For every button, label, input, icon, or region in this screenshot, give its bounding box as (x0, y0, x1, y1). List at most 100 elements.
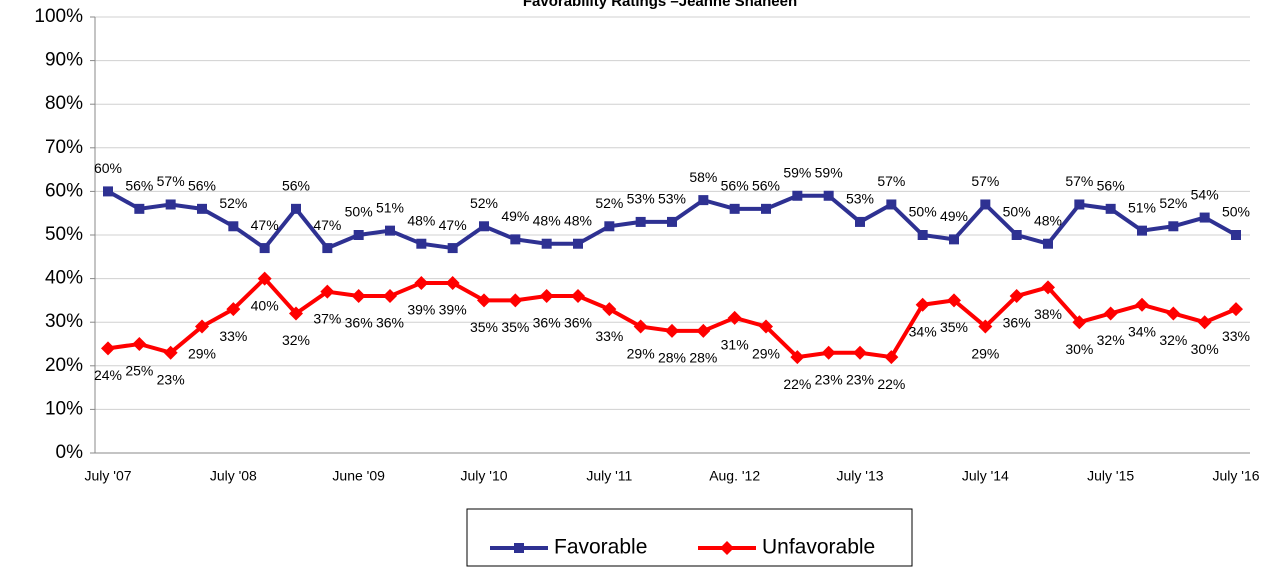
y-tick-label: 10% (45, 398, 83, 419)
data-label: 32% (1097, 332, 1125, 348)
marker (257, 271, 272, 286)
marker (351, 289, 366, 304)
marker (602, 302, 617, 317)
marker (1072, 315, 1087, 330)
data-label: 35% (470, 319, 498, 335)
data-label: 25% (125, 363, 153, 379)
marker (947, 293, 961, 308)
x-tick-label: July '13 (836, 468, 883, 484)
data-label: 22% (783, 376, 811, 392)
data-label: 59% (815, 164, 843, 180)
marker (1074, 199, 1085, 210)
data-label: 33% (595, 328, 623, 344)
marker (1168, 221, 1179, 232)
marker (696, 323, 711, 338)
data-label: 30% (1191, 341, 1219, 357)
x-tick-label: July '15 (1087, 468, 1134, 484)
marker (665, 323, 679, 338)
marker (821, 345, 836, 360)
marker (1103, 306, 1118, 321)
marker (416, 238, 427, 249)
data-label: 33% (1222, 328, 1250, 344)
x-tick-label: July '11 (586, 468, 632, 484)
marker (1011, 230, 1022, 240)
legend: Favorable Unfavorable (466, 508, 913, 567)
data-label: 34% (1128, 323, 1156, 339)
y-tick-label: 40% (45, 268, 83, 289)
legend-label: Unfavorable (762, 536, 875, 559)
y-tick-label: 90% (45, 50, 83, 71)
marker (1105, 203, 1116, 214)
marker (729, 203, 740, 214)
marker (445, 275, 460, 290)
data-label: 51% (376, 199, 404, 215)
marker (539, 289, 554, 304)
y-tick-label: 50% (45, 224, 83, 245)
data-label: 23% (846, 371, 874, 387)
data-label: 31% (721, 337, 749, 353)
marker (353, 230, 364, 240)
data-label: 36% (376, 315, 404, 331)
data-label: 56% (188, 178, 216, 194)
data-label: 53% (846, 191, 874, 207)
marker (790, 350, 805, 365)
data-label: 48% (564, 212, 592, 228)
marker (761, 203, 771, 214)
marker (383, 289, 397, 304)
marker (479, 221, 489, 232)
data-label: 49% (501, 208, 529, 224)
y-tick-label: 70% (45, 137, 83, 158)
marker (949, 234, 959, 245)
marker (289, 306, 303, 321)
x-tick-label: Aug. '12 (709, 468, 760, 484)
data-label: 48% (1034, 212, 1062, 228)
data-label: 29% (971, 345, 999, 361)
marker (635, 216, 646, 227)
marker (759, 319, 773, 334)
data-label: 50% (345, 204, 373, 220)
marker (720, 541, 734, 555)
marker (1166, 306, 1181, 321)
data-label: 57% (971, 173, 999, 189)
marker (320, 284, 335, 299)
data-label: 56% (282, 178, 310, 194)
data-label: 35% (501, 319, 529, 335)
y-tick-label: 60% (45, 180, 83, 201)
marker (228, 221, 239, 232)
data-label: 40% (251, 297, 279, 313)
marker (1043, 238, 1053, 249)
marker (1231, 230, 1241, 240)
marker (134, 203, 145, 214)
data-label: 50% (909, 204, 937, 220)
marker (259, 243, 270, 254)
data-label: 36% (533, 315, 561, 331)
data-label: 58% (689, 169, 717, 185)
marker (1137, 225, 1147, 236)
marker (823, 190, 834, 201)
marker (322, 243, 333, 254)
data-label: 48% (407, 212, 435, 228)
marker (226, 302, 241, 317)
data-label: 50% (1222, 204, 1250, 220)
data-label: 29% (627, 345, 655, 361)
marker (510, 234, 521, 245)
data-label: 56% (752, 178, 780, 194)
marker (886, 199, 897, 210)
data-label: 29% (752, 345, 780, 361)
data-label: 24% (94, 367, 122, 383)
data-label: 33% (219, 328, 247, 344)
marker (508, 293, 523, 308)
y-tick-label: 100% (34, 6, 83, 27)
data-label: 39% (439, 302, 467, 318)
data-label: 32% (282, 332, 310, 348)
marker (541, 238, 552, 249)
marker (978, 319, 993, 334)
x-tick-label: July '07 (84, 468, 131, 484)
data-label: 56% (125, 178, 153, 194)
legend-label: Favorable (554, 536, 647, 559)
marker (853, 345, 867, 360)
marker (514, 543, 524, 553)
data-label: 39% (407, 302, 435, 318)
